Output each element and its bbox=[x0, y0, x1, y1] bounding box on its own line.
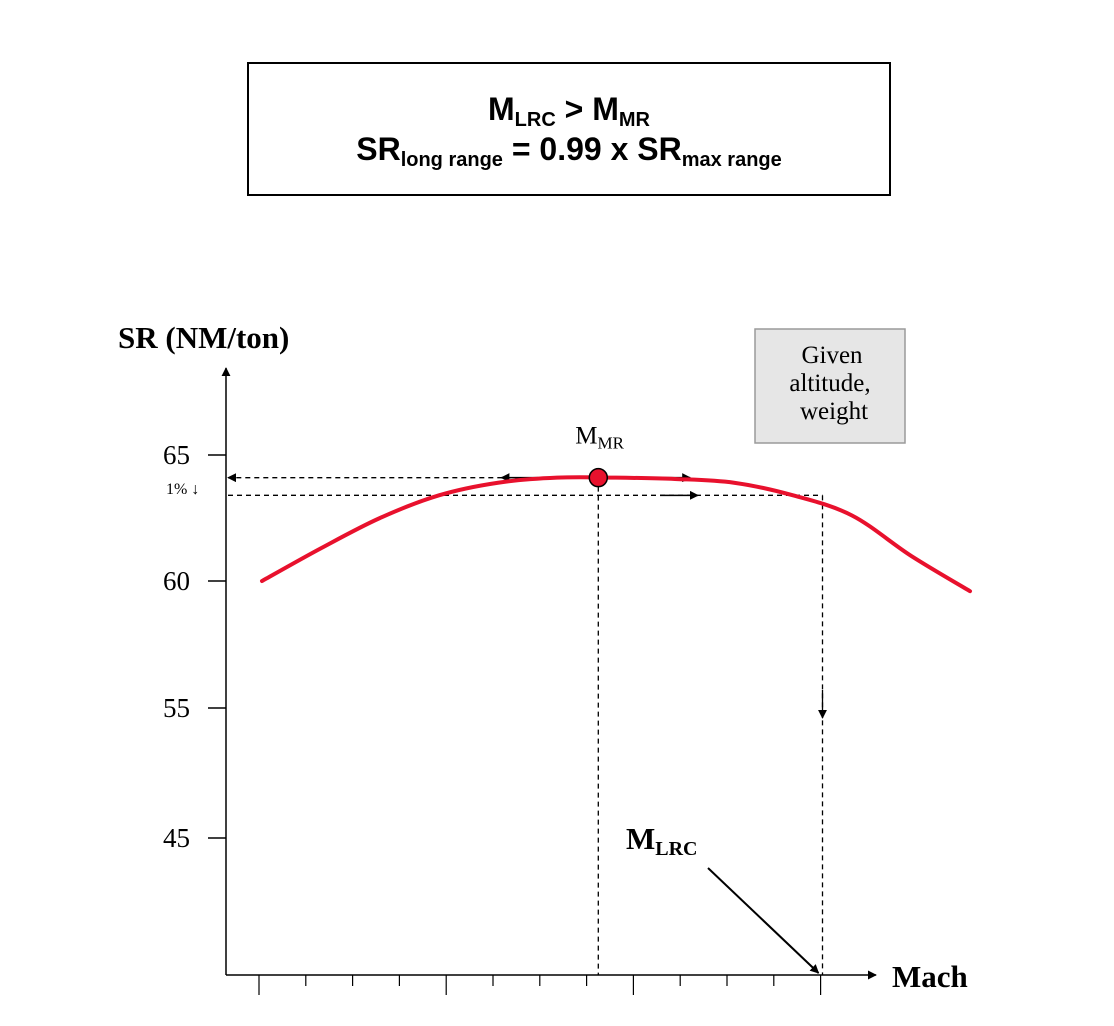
y-axis-label: SR (NM/ton) bbox=[118, 320, 289, 355]
x-axis-label: Mach bbox=[892, 959, 968, 994]
formula-equals-factor: = 0.99 x bbox=[502, 131, 638, 167]
one-percent-label: 1% ↓ bbox=[166, 481, 199, 498]
conditions-note: Given altitude, weight bbox=[754, 328, 906, 444]
formula-m-lrc: M bbox=[488, 91, 515, 127]
m-mr-main: M bbox=[575, 423, 597, 450]
guide-lines bbox=[227, 473, 827, 975]
formula-greater-than: > bbox=[555, 91, 593, 127]
m-lrc-label: MLRC bbox=[626, 821, 698, 860]
m-lrc-pointer-arrow bbox=[707, 867, 820, 974]
one-percent-text: 1% bbox=[166, 481, 187, 498]
x-axis-ticks bbox=[258, 975, 822, 995]
y-tick-label: 45 bbox=[163, 823, 190, 853]
y-axis-ticks: 65 60 55 45 bbox=[163, 440, 226, 853]
formula-mach-comparison: MLRC > MMR bbox=[488, 89, 650, 131]
m-mr-label: MMR bbox=[575, 423, 624, 453]
formula-box: MLRC > MMR SRlong range = 0.99 x SRmax r… bbox=[247, 62, 891, 196]
formula-m-mr: M bbox=[592, 91, 619, 127]
formula-sr-max: SR bbox=[637, 131, 682, 167]
y-tick-label: 65 bbox=[163, 440, 190, 470]
note-line-1: Given bbox=[801, 342, 863, 369]
m-lrc-main: M bbox=[626, 821, 655, 856]
max-range-point bbox=[588, 467, 609, 488]
down-arrow-glyph: ↓ bbox=[191, 481, 199, 498]
conditions-note-box bbox=[754, 328, 906, 444]
note-line-2: altitude, bbox=[789, 370, 870, 397]
formula-sr-long: SR bbox=[356, 131, 401, 167]
y-tick-label: 55 bbox=[163, 693, 190, 723]
formula-sr-relation: SRlong range = 0.99 x SRmax range bbox=[356, 129, 782, 171]
m-mr-subscript: MR bbox=[598, 434, 625, 453]
y-tick-label: 60 bbox=[163, 566, 190, 596]
m-lrc-subscript: LRC bbox=[655, 838, 697, 860]
formula-m-lrc-subscript: LRC bbox=[514, 109, 556, 131]
formula-sr-max-subscript: max range bbox=[681, 149, 782, 171]
note-line-3: weight bbox=[800, 398, 868, 425]
sr-curve bbox=[260, 475, 972, 594]
formula-m-mr-subscript: MR bbox=[618, 109, 650, 131]
formula-sr-long-subscript: long range bbox=[400, 149, 503, 171]
